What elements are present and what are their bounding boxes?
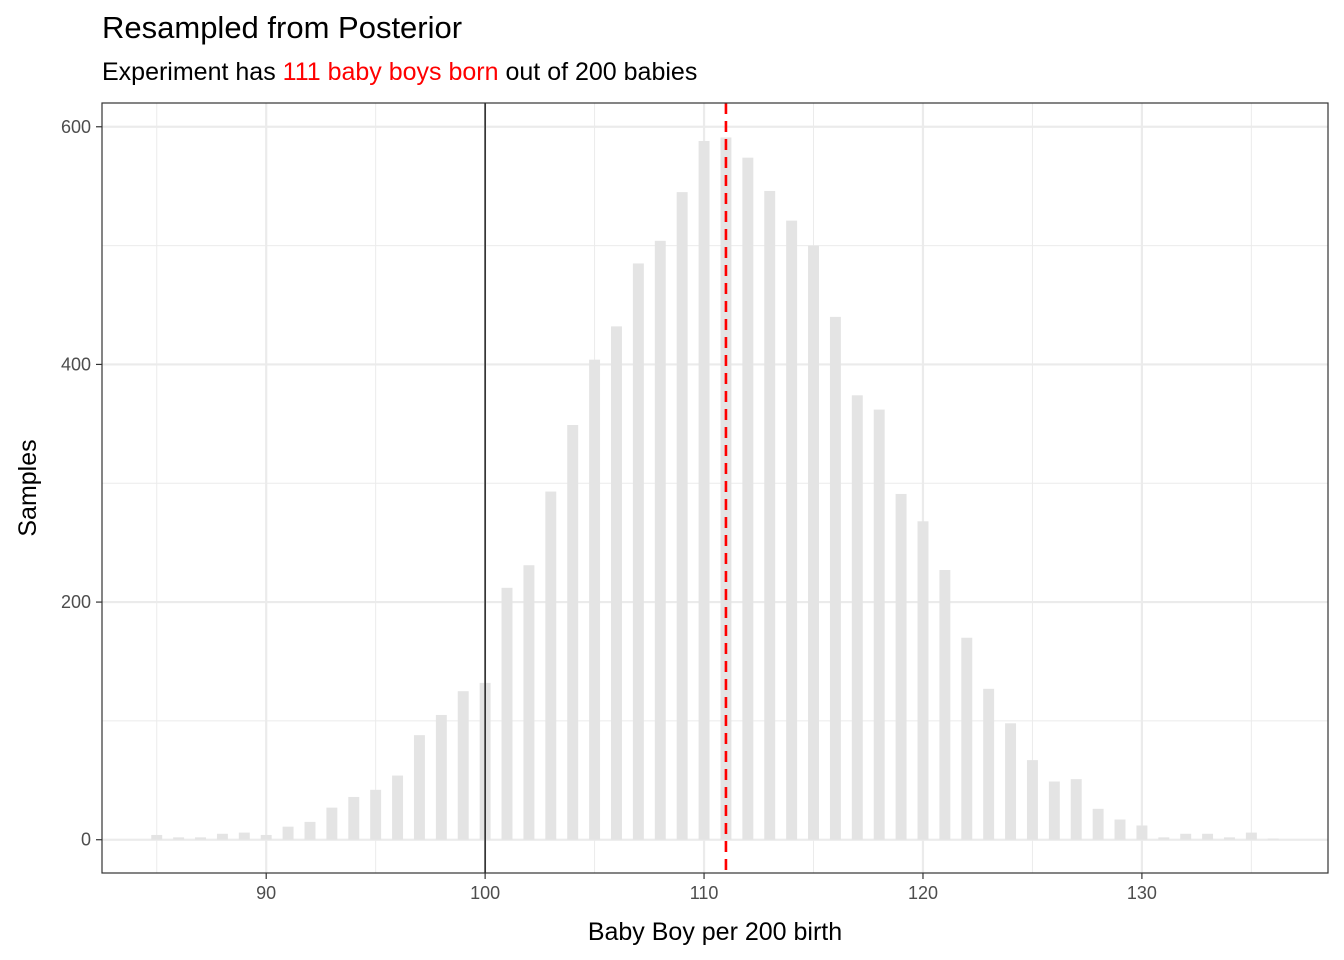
bar <box>304 821 316 840</box>
bar <box>983 688 995 840</box>
subtitle-prefix: Experiment has <box>102 58 283 86</box>
bar <box>545 491 557 840</box>
bar <box>895 493 907 840</box>
bar <box>195 837 206 840</box>
bar <box>1158 837 1170 840</box>
y-tick-label: 400 <box>61 354 91 374</box>
bar <box>216 833 228 840</box>
x-tick-label: 110 <box>690 883 719 903</box>
bar <box>1180 833 1192 840</box>
bar <box>260 834 272 840</box>
x-axis-title: Baby Boy per 200 birth <box>588 918 842 946</box>
bar <box>238 832 250 840</box>
bar <box>151 834 163 840</box>
bar <box>829 316 841 840</box>
x-tick-label: 120 <box>908 883 938 903</box>
bar <box>392 775 404 840</box>
chart-subtitle: Experiment has 111 baby boys born out of… <box>102 58 697 87</box>
bar <box>698 141 710 840</box>
bar <box>1245 832 1257 840</box>
subtitle-suffix: out of 200 babies <box>498 58 698 86</box>
bar <box>1224 837 1235 840</box>
bar <box>873 409 885 840</box>
bar <box>413 735 425 840</box>
y-tick-label: 600 <box>61 117 91 137</box>
subtitle-highlight: 111 baby boys born <box>282 58 499 86</box>
x-tick-label: 90 <box>256 883 276 903</box>
bar <box>501 587 513 840</box>
reference-lines <box>484 103 728 873</box>
x-tick-label: 100 <box>470 883 500 903</box>
bar <box>1267 838 1279 840</box>
bar <box>786 220 798 840</box>
bars <box>151 137 1279 840</box>
bar <box>676 192 688 840</box>
bar <box>1202 833 1214 840</box>
y-tick-label: 0 <box>81 830 91 850</box>
bar <box>1026 760 1038 840</box>
bar <box>523 565 535 840</box>
bar <box>1048 781 1060 840</box>
chart-title: Resampled from Posterior <box>102 10 463 45</box>
y-tick-label: 200 <box>61 592 91 612</box>
bar <box>917 521 929 840</box>
bar <box>435 714 447 840</box>
bar <box>457 691 469 840</box>
bar <box>764 190 776 840</box>
bar <box>370 789 382 840</box>
bar <box>939 569 951 840</box>
bar <box>589 359 601 840</box>
grid-lines <box>102 103 1328 873</box>
bar <box>1005 723 1017 840</box>
bar <box>326 807 338 840</box>
bar <box>1114 819 1126 840</box>
bar <box>173 837 185 840</box>
bar <box>961 637 973 840</box>
bar <box>1136 825 1148 840</box>
bar <box>282 826 294 840</box>
axis-ticks: 90 100 110 120 130 0 200 400 600 <box>61 117 1157 903</box>
x-tick-label: 130 <box>1127 883 1157 903</box>
panel-border <box>101 102 1329 874</box>
bar <box>1092 808 1104 840</box>
bar <box>808 245 819 840</box>
bar <box>567 425 579 840</box>
bar <box>1070 779 1082 840</box>
bar <box>654 240 666 840</box>
bar <box>348 796 360 840</box>
y-axis-title: Samples <box>14 439 42 536</box>
bar <box>611 326 622 840</box>
bar <box>632 263 644 840</box>
bar <box>742 157 754 840</box>
bar <box>851 395 863 840</box>
